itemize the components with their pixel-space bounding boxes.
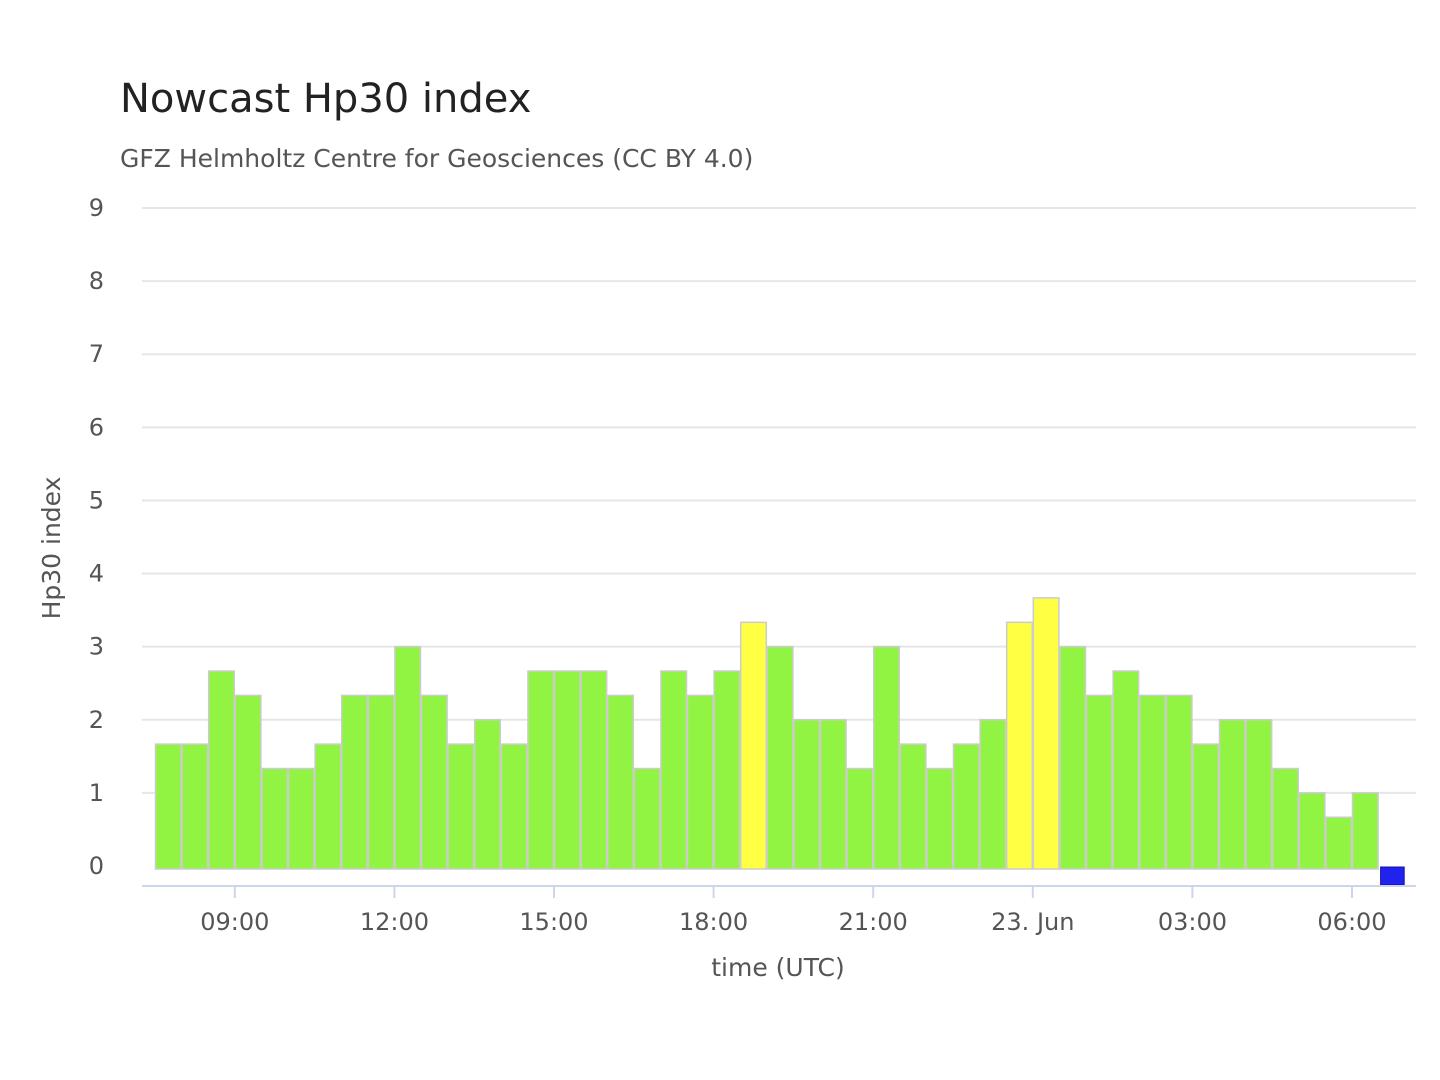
bar xyxy=(1138,694,1167,870)
bar xyxy=(207,670,236,870)
bar xyxy=(1059,645,1087,870)
bar xyxy=(713,670,741,870)
x-tick-label: 03:00 xyxy=(1158,908,1227,936)
y-axis-title: Hp30 index xyxy=(37,477,66,620)
y-axis-tick-labels: 0 1 2 3 4 5 6 7 8 9 xyxy=(89,194,104,880)
bar xyxy=(261,767,289,870)
bar xyxy=(633,767,661,870)
bar xyxy=(1298,792,1326,870)
x-tick-label: 15:00 xyxy=(519,908,588,936)
bar xyxy=(394,645,422,870)
y-tick-label: 4 xyxy=(89,560,104,588)
bar xyxy=(553,670,581,870)
chart-subtitle: GFZ Helmholtz Centre for Geosciences (CC… xyxy=(120,144,754,173)
y-tick-label: 8 xyxy=(89,267,104,295)
y-tick-label: 6 xyxy=(89,413,104,441)
bar xyxy=(154,743,182,870)
bar xyxy=(1165,694,1193,870)
bar xyxy=(926,767,954,870)
y-tick-label: 1 xyxy=(89,779,104,807)
bar xyxy=(447,743,475,870)
x-tick-label: 06:00 xyxy=(1317,908,1386,936)
bar xyxy=(580,670,608,870)
x-tick-label: 18:00 xyxy=(679,908,748,936)
y-tick-label: 5 xyxy=(89,486,104,514)
bar xyxy=(181,743,209,870)
bar xyxy=(527,670,555,870)
bar xyxy=(793,719,821,870)
bar xyxy=(660,670,688,870)
y-tick-label: 0 xyxy=(89,852,104,880)
bar xyxy=(766,645,794,870)
y-tick-label: 2 xyxy=(89,706,104,734)
bar xyxy=(1085,694,1113,870)
bar xyxy=(314,743,342,870)
bar xyxy=(739,621,768,870)
bar xyxy=(979,719,1007,870)
y-tick-label: 3 xyxy=(89,633,104,661)
x-tick-label: 21:00 xyxy=(839,908,908,936)
bar xyxy=(606,694,635,870)
bar xyxy=(340,694,369,870)
bar xyxy=(1325,816,1353,870)
bar xyxy=(1192,743,1220,870)
x-tick-label: 09:00 xyxy=(200,908,269,936)
y-tick-label: 9 xyxy=(89,194,104,222)
bar xyxy=(500,743,528,870)
bar xyxy=(1245,719,1273,870)
bar xyxy=(1351,792,1379,870)
bar xyxy=(420,694,448,870)
bar xyxy=(872,645,901,870)
bars xyxy=(154,597,1405,886)
bar xyxy=(846,767,874,870)
bar xyxy=(1218,719,1246,870)
x-tick-label: 12:00 xyxy=(360,908,429,936)
current-marker-bar xyxy=(1380,866,1405,886)
bar xyxy=(1271,767,1300,870)
y-tick-label: 7 xyxy=(89,340,104,368)
bar xyxy=(287,767,315,870)
x-axis-title: time (UTC) xyxy=(711,953,845,982)
bar xyxy=(234,694,262,870)
chart-title: Nowcast Hp30 index xyxy=(120,76,532,122)
bar xyxy=(473,719,502,870)
bar xyxy=(1005,621,1034,870)
bar xyxy=(819,719,847,870)
bar xyxy=(899,743,927,870)
x-axis-tick-labels: 09:00 12:00 15:00 18:00 21:00 23. Jun 03:00 06:… xyxy=(200,886,1387,936)
x-tick-label: 23. Jun xyxy=(991,908,1074,936)
bar xyxy=(1112,670,1140,870)
bar xyxy=(952,743,980,870)
bar xyxy=(686,694,714,870)
bar xyxy=(367,694,395,870)
bar xyxy=(1032,597,1060,870)
